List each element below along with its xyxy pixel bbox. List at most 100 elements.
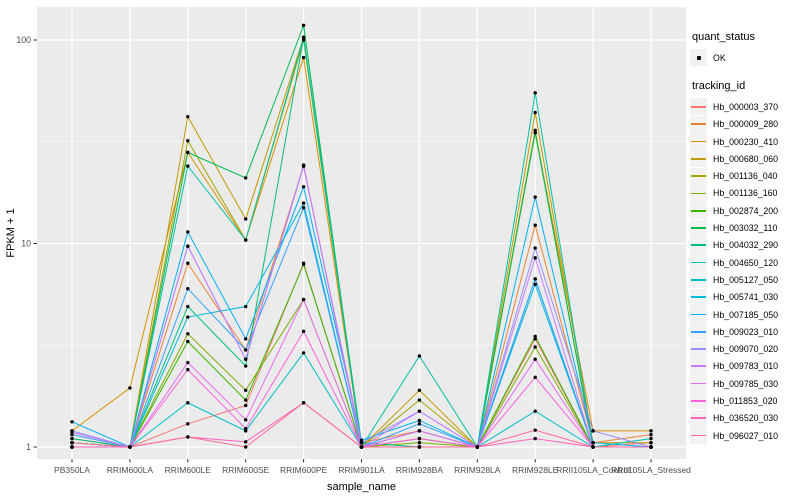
legend-item-label: Hb_005741_030 [713, 292, 779, 303]
legend-key-line [691, 348, 706, 350]
legend: quant_status OK tracking_id Hb_000003_37… [690, 31, 800, 458]
legend-item: Hb_009070_020 [690, 340, 800, 358]
data-point [244, 440, 248, 444]
data-point [301, 23, 306, 28]
legend-item-label: Hb_004032_290 [713, 240, 779, 251]
legend-item: Hb_002874_200 [690, 202, 800, 220]
data-point [417, 436, 422, 441]
legend-key-line [691, 175, 706, 177]
legend-item-label: Hb_096027_010 [713, 430, 779, 441]
legend-key [690, 254, 707, 272]
x-tick-label: RRIM901LA [338, 465, 385, 475]
legend-item: Hb_004032_290 [690, 236, 800, 254]
legend-key [690, 375, 707, 393]
data-point [417, 354, 422, 358]
y-tick-label: 100 [16, 35, 31, 45]
data-point [186, 244, 190, 248]
data-point [649, 445, 653, 449]
y-tick-label: 10 [21, 239, 31, 249]
data-point [359, 440, 364, 445]
legend-key [690, 306, 707, 323]
legend-key [690, 167, 707, 185]
data-point [533, 337, 537, 341]
data-point [533, 357, 537, 361]
data-point [417, 418, 422, 423]
data-point [244, 304, 248, 309]
legend-item: Hb_000680_060 [690, 150, 800, 168]
data-point [533, 277, 537, 281]
data-point [186, 422, 190, 426]
legend-key [690, 115, 707, 133]
legend-key-line [691, 227, 706, 229]
legend-item: Hb_009785_030 [690, 375, 800, 393]
legend-item-label: Hb_009783_010 [713, 361, 779, 372]
data-point [70, 436, 74, 441]
x-tick-label: RRIM928BA [396, 465, 444, 475]
x-tick-label: RRII105LA_Stressed [611, 465, 691, 475]
legend-item: Hb_007185_050 [690, 306, 800, 323]
data-point [533, 110, 537, 115]
data-point [649, 429, 653, 433]
legend-item-label: Hb_004650_120 [713, 257, 779, 268]
data-point [186, 164, 190, 168]
data-point [417, 445, 422, 449]
data-point [591, 429, 595, 433]
data-point [417, 429, 422, 433]
data-point [128, 386, 132, 390]
data-point [70, 445, 74, 449]
y-tick-label: 1 [26, 442, 31, 452]
data-point [475, 445, 479, 449]
data-point [244, 445, 248, 449]
x-tick-label: RRIM600PE [280, 465, 328, 475]
legend-key-line [691, 382, 706, 385]
data-point [128, 445, 132, 449]
data-point [301, 297, 306, 302]
data-point [186, 304, 190, 309]
data-point [417, 388, 422, 392]
legend-item-label: Hb_007185_050 [713, 309, 779, 320]
data-point [591, 445, 595, 449]
x-tick-label: PB350LA [54, 465, 90, 475]
data-point [186, 114, 190, 119]
x-tick-label: RRIM928LA [454, 465, 501, 475]
legend-item: Hb_005127_050 [690, 271, 800, 289]
legend-item-label: Hb_000230_410 [713, 136, 779, 147]
legend-item: Hb_000003_370 [690, 98, 800, 116]
data-point [533, 195, 537, 199]
data-point [417, 422, 422, 426]
legend-key-line [691, 106, 706, 108]
x-tick-label: RRIM600LE [165, 465, 212, 475]
legend-item: Hb_005741_030 [690, 288, 800, 306]
legend-item-label: Hb_000003_370 [713, 101, 779, 112]
data-point [301, 201, 306, 205]
data-point [533, 128, 537, 132]
legend-item-label: Hb_001136_040 [713, 171, 778, 182]
data-point [301, 329, 306, 334]
data-point [533, 91, 537, 95]
legend-key-line [691, 400, 706, 402]
legend-item: Hb_011853_020 [690, 392, 800, 410]
legend-item-label: Hb_011853_020 [713, 395, 778, 406]
legend-key [690, 150, 707, 168]
data-point [649, 436, 653, 441]
legend-item: Hb_004650_120 [690, 254, 800, 272]
data-point [186, 286, 190, 291]
data-point [244, 388, 248, 392]
data-point [359, 445, 364, 449]
data-point [301, 163, 306, 167]
x-tick-label: RRIM600SE [222, 465, 270, 475]
data-point [70, 440, 74, 445]
legend-item-label: OK [713, 52, 726, 63]
data-point [533, 375, 537, 380]
legend-item-label: Hb_002874_200 [713, 205, 779, 216]
legend-key-line [691, 365, 706, 368]
legend-key [690, 236, 707, 254]
legend-key-line [691, 209, 706, 212]
x-axis-title: sample_name [327, 481, 396, 493]
legend-item: Hb_096027_010 [690, 427, 800, 445]
legend-key-ok [690, 49, 707, 67]
data-point [186, 401, 190, 405]
data-point [186, 367, 190, 372]
legend-key [690, 271, 707, 289]
